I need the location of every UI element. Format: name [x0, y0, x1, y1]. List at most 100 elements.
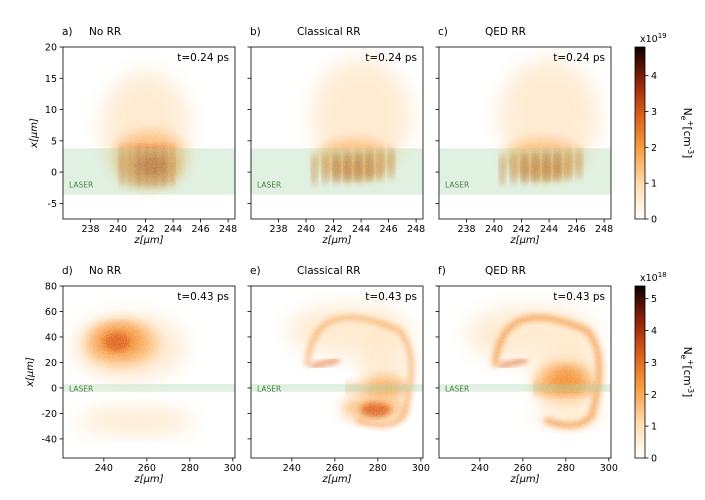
colorbar-2: 0 1 2 3 4 5 x1018 Ne+[cm-3] [634, 271, 695, 465]
y-tick-label: -20 [41, 409, 57, 420]
time-label: t=0.24 ps [365, 52, 417, 64]
x-tick-label: 242 [136, 224, 154, 235]
x-tick-label: 300 [412, 463, 430, 474]
laser-label: LASER [69, 384, 93, 393]
y-tick-label: 60 [45, 307, 57, 318]
axes-frame [62, 285, 236, 459]
x-tick-label: 246 [568, 224, 586, 235]
y-tick-label: 40 [45, 332, 57, 343]
panel-letter: f) [438, 265, 446, 277]
laser-label: LASER [69, 180, 93, 189]
noise-overlay [439, 286, 611, 458]
x-axis-label: z[μm] [509, 235, 539, 246]
y-tick-label: 20 [45, 358, 57, 369]
laser-band [63, 148, 235, 195]
x-tick-label: 300 [600, 463, 618, 474]
x-tick-label: 260 [514, 463, 532, 474]
x-tick-label: 244 [352, 224, 370, 235]
colorbar-gradient [634, 46, 646, 220]
panel-a: LASER 238 240 242 244 246 248 -5 0 5 10 15 20 z[μm] x[… [29, 26, 237, 246]
y-axis-label: x[μm] [29, 118, 40, 149]
x-tick-label: 260 [326, 463, 344, 474]
x-tick-label: 238 [81, 224, 99, 235]
x-tick-label: 240 [283, 463, 301, 474]
colorbar-label: Ne+[cm-3] [679, 347, 695, 397]
panel-letter: a) [62, 26, 73, 38]
colorbar-tick-label: 3 [651, 107, 657, 118]
axes-frame [438, 46, 612, 220]
colorbar-tick-label: 4 [651, 71, 657, 82]
y-tick-label: 0 [51, 383, 57, 394]
time-label: t=0.43 ps [553, 291, 605, 303]
laser-band [63, 384, 235, 392]
noise-overlay [251, 47, 423, 219]
x-axis-label: z[μm] [321, 474, 351, 485]
colorbar-tick-label: 2 [651, 143, 657, 154]
axes-frame [250, 285, 424, 459]
y-tick-label: -5 [48, 199, 57, 210]
x-axis-label: z[μm] [321, 235, 351, 246]
x-tick-label: 248 [595, 224, 613, 235]
x-tick-label: 238 [457, 224, 475, 235]
colorbar-tick-label: 0 [651, 215, 657, 226]
y-tick-label: 0 [51, 168, 57, 179]
x-tick-label: 260 [138, 463, 156, 474]
x-tick-label: 280 [369, 463, 387, 474]
panel-title: Classical RR [297, 265, 361, 277]
panel-b: LASER 238 240 242 244 246 248 z[μm] b) Classical … [247, 26, 425, 246]
panel-title: No RR [89, 265, 121, 277]
x-tick-label: 280 [181, 463, 199, 474]
x-tick-label: 248 [407, 224, 425, 235]
time-label: t=0.24 ps [177, 52, 229, 64]
panel-letter: e) [250, 265, 261, 277]
axes-frame [62, 46, 236, 220]
panel-f: LASER 240 260 280 300 z[μm] f) QED RR t=0.43 ps [435, 265, 618, 485]
y-tick-label: 80 [45, 282, 57, 293]
colorbar-tick-label: 1 [651, 179, 657, 190]
time-label: t=0.24 ps [553, 52, 605, 64]
x-tick-label: 242 [512, 224, 530, 235]
noise-overlay [251, 286, 423, 458]
y-tick-label: 15 [45, 74, 57, 85]
y-tick-label: 5 [51, 136, 57, 147]
laser-label: LASER [257, 384, 281, 393]
time-label: t=0.43 ps [177, 291, 229, 303]
noise-overlay [63, 286, 235, 458]
colorbar-gradient [634, 285, 646, 459]
colorbar-tick-label: 2 [651, 390, 657, 401]
y-tick-label: 20 [45, 43, 57, 54]
x-axis-label: z[μm] [509, 474, 539, 485]
axes-frame [438, 285, 612, 459]
laser-label: LASER [445, 384, 469, 393]
x-tick-label: 240 [109, 224, 127, 235]
noise-overlay [439, 47, 611, 219]
laser-band [439, 148, 611, 195]
colorbar-tick-label: 1 [651, 422, 657, 433]
x-tick-label: 248 [219, 224, 237, 235]
x-tick-label: 300 [224, 463, 242, 474]
x-tick-label: 240 [297, 224, 315, 235]
x-tick-label: 244 [540, 224, 558, 235]
panel-title: Classical RR [297, 26, 361, 38]
panel-letter: d) [62, 265, 73, 277]
laser-band [251, 384, 423, 392]
x-tick-label: 242 [324, 224, 342, 235]
panel-d: LASER 240 260 280 300 -40 -20 0 20 40 60 80 z[μm] x[μ… [25, 265, 242, 485]
panel-letter: b) [250, 26, 261, 38]
colorbar-label: Ne+[cm-3] [679, 108, 695, 158]
laser-band [251, 148, 423, 195]
x-axis-label: z[μm] [133, 474, 163, 485]
axes-frame [250, 46, 424, 220]
laser-label: LASER [257, 180, 281, 189]
x-tick-label: 246 [380, 224, 398, 235]
colorbar-tick-label: 3 [651, 358, 657, 369]
x-tick-label: 246 [192, 224, 210, 235]
x-tick-label: 240 [471, 463, 489, 474]
laser-label: LASER [445, 180, 469, 189]
panel-letter: c) [438, 26, 448, 38]
x-tick-label: 240 [95, 463, 113, 474]
y-tick-label: -40 [41, 434, 57, 445]
colorbar-multiplier: x1018 [640, 271, 667, 284]
colorbar-tick-label: 5 [651, 294, 657, 305]
